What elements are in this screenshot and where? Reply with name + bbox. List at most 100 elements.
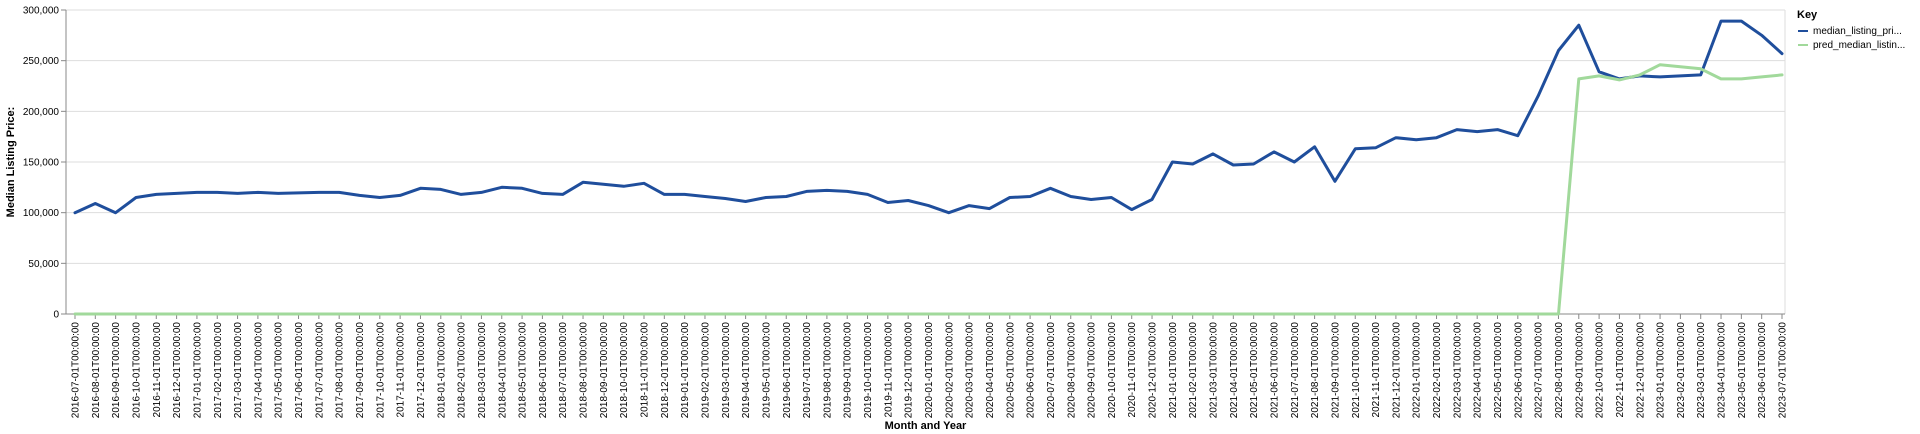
x-tick-label: 2017-11-01T00:00:00: [396, 322, 407, 418]
x-tick-label: 2020-11-01T00:00:00: [1127, 322, 1138, 418]
axes: 0 50,000 100,000 150,000 200,000 250,000 300,0…: [23, 6, 1789, 419]
x-tick-label: 2022-04-01T00:00:00: [1473, 322, 1484, 419]
x-tick-label: 2021-04-01T00:00:00: [1229, 322, 1240, 419]
x-tick-label: 2019-11-01T00:00:00: [883, 322, 894, 418]
x-tick-label: 2023-02-01T00:00:00: [1676, 322, 1687, 419]
x-tick-label: 2020-07-01T00:00:00: [1046, 322, 1057, 419]
legend: Key median_listing_pri... pred_median_lis…: [1797, 9, 1905, 51]
x-tick-label: 2016-07-01T00:00:00: [71, 322, 82, 419]
x-tick-label: 2018-08-01T00:00:00: [579, 322, 590, 419]
legend-label-0: median_listing_pri...: [1813, 26, 1902, 37]
x-tick-label: 2021-02-01T00:00:00: [1188, 322, 1199, 419]
x-tick-label: 2023-07-01T00:00:00: [1778, 322, 1789, 419]
x-tick-label: 2018-11-01T00:00:00: [640, 322, 651, 418]
x-tick-label: 2020-09-01T00:00:00: [1087, 322, 1098, 419]
y-tick-label: 0: [53, 310, 59, 321]
x-tick-label: 2019-07-01T00:00:00: [802, 322, 813, 419]
gridlines: [66, 9, 1786, 315]
x-tick-label: 2018-09-01T00:00:00: [599, 322, 610, 419]
x-tick-label: 2021-09-01T00:00:00: [1330, 322, 1341, 419]
x-tick-label: 2020-10-01T00:00:00: [1107, 322, 1118, 419]
x-tick-label: 2017-07-01T00:00:00: [314, 322, 325, 419]
x-tick-label: 2020-08-01T00:00:00: [1066, 322, 1077, 419]
x-tick-label: 2019-09-01T00:00:00: [843, 322, 854, 419]
y-axis-title: Median Listing Price:: [5, 107, 17, 218]
x-tick-label: 2022-02-01T00:00:00: [1432, 322, 1443, 419]
series-line-1: [73, 63, 1784, 316]
x-tick-label: 2018-07-01T00:00:00: [558, 322, 569, 419]
x-tick-label: 2019-04-01T00:00:00: [741, 322, 752, 419]
x-tick-label: 2022-12-01T00:00:00: [1635, 322, 1646, 419]
legend-label-1: pred_median_listin...: [1813, 40, 1905, 51]
x-tick-label: 2017-08-01T00:00:00: [335, 322, 346, 419]
x-tick-label: 2017-12-01T00:00:00: [416, 322, 427, 419]
x-tick-label: 2017-04-01T00:00:00: [253, 322, 264, 419]
x-tick-label: 2020-05-01T00:00:00: [1005, 322, 1016, 419]
y-tick-label: 100,000: [23, 208, 60, 219]
y-tick-label: 250,000: [23, 56, 60, 67]
x-tick-label: 2023-05-01T00:00:00: [1737, 322, 1748, 419]
x-tick-label: 2018-01-01T00:00:00: [436, 322, 447, 419]
x-tick-label: 2019-01-01T00:00:00: [680, 322, 691, 419]
x-tick-label: 2020-01-01T00:00:00: [924, 322, 935, 419]
x-tick-label: 2017-01-01T00:00:00: [192, 322, 203, 419]
x-tick-label: 2016-10-01T00:00:00: [131, 322, 142, 419]
x-tick-label: 2018-10-01T00:00:00: [619, 322, 630, 419]
x-tick-label: 2022-06-01T00:00:00: [1513, 322, 1524, 419]
x-tick-label: 2016-09-01T00:00:00: [111, 322, 122, 419]
x-tick-label: 2019-03-01T00:00:00: [721, 322, 732, 419]
x-tick-label: 2017-03-01T00:00:00: [233, 322, 244, 419]
x-tick-label: 2021-03-01T00:00:00: [1209, 322, 1220, 419]
series-lines: [73, 19, 1784, 316]
x-tick-label: 2018-05-01T00:00:00: [518, 322, 529, 419]
x-tick-label: 2022-01-01T00:00:00: [1412, 322, 1423, 419]
x-tick-label: 2019-06-01T00:00:00: [782, 322, 793, 419]
x-tick-label: 2023-01-01T00:00:00: [1656, 322, 1667, 419]
x-tick-label: 2022-03-01T00:00:00: [1452, 322, 1463, 419]
x-tick-label: 2022-10-01T00:00:00: [1595, 322, 1606, 419]
x-tick-label: 2017-06-01T00:00:00: [294, 322, 305, 419]
y-tick-label: 300,000: [23, 6, 60, 17]
x-tick-label: 2016-11-01T00:00:00: [152, 322, 163, 418]
x-tick-label: 2021-11-01T00:00:00: [1371, 322, 1382, 418]
x-tick-label: 2021-10-01T00:00:00: [1351, 322, 1362, 419]
x-tick-label: 2017-10-01T00:00:00: [375, 322, 386, 419]
x-tick-label: 2022-08-01T00:00:00: [1554, 322, 1565, 419]
legend-title: Key: [1797, 9, 1818, 21]
x-tick-label: 2020-03-01T00:00:00: [965, 322, 976, 419]
x-tick-label: 2022-09-01T00:00:00: [1574, 322, 1585, 419]
x-tick-label: 2018-02-01T00:00:00: [457, 322, 468, 419]
x-tick-label: 2020-12-01T00:00:00: [1148, 322, 1159, 419]
x-tick-label: 2019-10-01T00:00:00: [863, 322, 874, 419]
x-tick-label: 2020-02-01T00:00:00: [944, 322, 955, 419]
y-tick-label: 150,000: [23, 158, 60, 169]
x-tick-label: 2018-06-01T00:00:00: [538, 322, 549, 419]
x-tick-label: 2020-04-01T00:00:00: [985, 322, 996, 419]
x-tick-label: 2019-05-01T00:00:00: [761, 322, 772, 419]
series-line-0: [73, 19, 1784, 215]
x-tick-label: 2019-08-01T00:00:00: [822, 322, 833, 419]
x-axis-title: Month and Year: [885, 420, 967, 432]
x-tick-label: 2021-07-01T00:00:00: [1290, 322, 1301, 419]
y-tick-label: 50,000: [28, 259, 59, 270]
x-tick-label: 2022-11-01T00:00:00: [1615, 322, 1626, 418]
x-tick-label: 2022-05-01T00:00:00: [1493, 322, 1504, 419]
x-tick-label: 2019-12-01T00:00:00: [904, 322, 915, 419]
x-tick-label: 2020-06-01T00:00:00: [1026, 322, 1037, 419]
x-tick-label: 2023-04-01T00:00:00: [1717, 322, 1728, 419]
x-tick-label: 2021-05-01T00:00:00: [1249, 322, 1260, 419]
x-tick-label: 2021-12-01T00:00:00: [1391, 322, 1402, 419]
x-tick-label: 2017-02-01T00:00:00: [213, 322, 224, 419]
y-tick-label: 200,000: [23, 107, 60, 118]
x-tick-label: 2019-02-01T00:00:00: [700, 322, 711, 419]
x-tick-label: 2016-12-01T00:00:00: [172, 322, 183, 419]
x-tick-label: 2017-09-01T00:00:00: [355, 322, 366, 419]
x-tick-label: 2018-12-01T00:00:00: [660, 322, 671, 419]
x-tick-label: 2017-05-01T00:00:00: [274, 322, 285, 419]
x-tick-label: 2021-01-01T00:00:00: [1168, 322, 1179, 419]
x-tick-label: 2021-06-01T00:00:00: [1269, 322, 1280, 419]
x-tick-label: 2018-03-01T00:00:00: [477, 322, 488, 419]
x-tick-label: 2021-08-01T00:00:00: [1310, 322, 1321, 419]
